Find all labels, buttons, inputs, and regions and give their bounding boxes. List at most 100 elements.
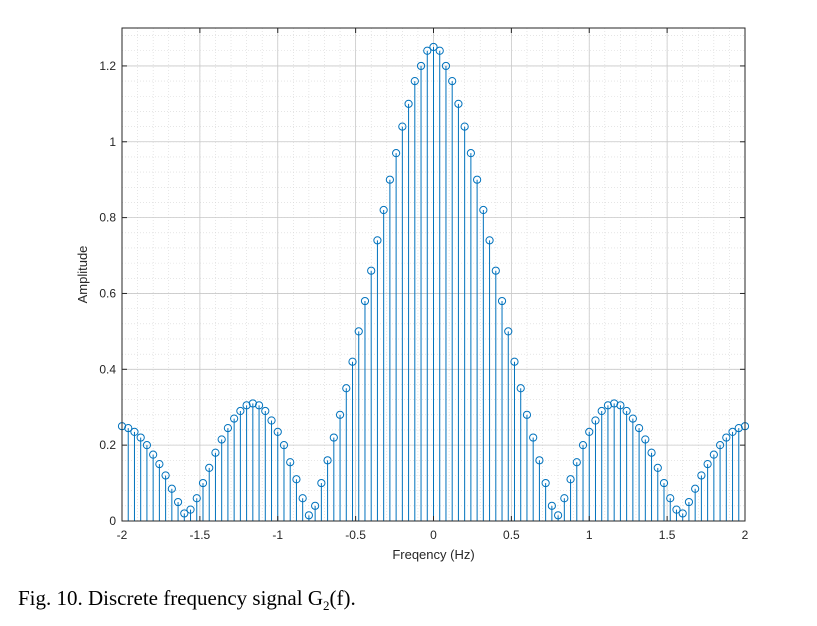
stem-marker (510, 357, 519, 366)
stem-marker (653, 463, 662, 473)
stem-marker (466, 149, 475, 158)
figure-caption: Fig. 10. Discrete frequency signal G2(f)… (18, 586, 356, 614)
stem-marker (211, 448, 220, 457)
stem-marker (497, 296, 507, 306)
stem-marker (454, 99, 463, 108)
stem-marker (585, 427, 594, 436)
stem-marker (298, 494, 307, 503)
stem-marker (304, 511, 313, 520)
x-tick-label: 0.5 (503, 528, 520, 542)
stem-marker (404, 99, 413, 108)
stem-marker (335, 410, 345, 419)
stem-marker (329, 433, 338, 442)
stem-marker (267, 416, 276, 425)
stem-marker (354, 327, 363, 336)
stem-marker (672, 505, 681, 514)
stem-marker (348, 357, 357, 366)
y-tick-label: 1 (109, 135, 116, 149)
stem-marker (572, 458, 581, 467)
stem-marker (441, 61, 451, 71)
stem-marker (709, 450, 718, 459)
stem-marker (167, 484, 176, 493)
stem-marker (416, 61, 426, 71)
stem-marker (566, 475, 575, 484)
stem-marker (205, 463, 214, 473)
y-tick-label: 0.2 (99, 438, 116, 452)
stem-marker (124, 423, 133, 433)
stem-marker (634, 423, 644, 433)
stem-marker (360, 296, 370, 306)
stem-marker (597, 406, 606, 416)
stem-marker (610, 399, 619, 408)
stem-marker (641, 435, 650, 444)
x-tick-label: 1 (586, 528, 593, 542)
stem-marker (734, 423, 743, 433)
stem-marker (659, 478, 669, 488)
stem-marker (473, 175, 482, 184)
stem-marker (311, 501, 320, 510)
stem-marker (392, 149, 401, 158)
caption-subscript: 2 (323, 598, 330, 614)
stem-marker (367, 266, 376, 275)
stem-marker (136, 433, 145, 442)
x-tick-label: 0 (430, 528, 437, 542)
stem-marker (435, 46, 444, 55)
stem-marker (261, 406, 270, 416)
stem-marker (342, 384, 351, 393)
stem-marker (535, 456, 544, 465)
stem-marker (217, 435, 226, 444)
x-tick-label: 2 (742, 528, 749, 542)
stem-marker (697, 471, 706, 480)
stem-marker (142, 441, 152, 450)
stem-marker (504, 327, 513, 336)
stem-marker (703, 460, 712, 469)
stem-marker (541, 478, 550, 488)
stem-marker (236, 406, 245, 416)
stem-marker (242, 401, 251, 410)
stem-marker (323, 456, 332, 465)
y-tick-label: 0.6 (99, 286, 116, 300)
stem-marker (161, 471, 170, 480)
stem-marker (516, 384, 525, 393)
stem-marker (317, 478, 326, 488)
stem-marker (186, 505, 195, 514)
x-tick-label: -2 (117, 528, 128, 542)
stem-marker (479, 205, 488, 215)
caption-suffix: (f). (329, 586, 356, 610)
stem-marker (547, 501, 556, 510)
stem-marker (628, 414, 637, 423)
stem-chart: -2 -1.5 -1 -0.5 0 0.5 1 1.5 2 0 0.2 0.4 0.6 0.8 1 1.2 F… (75, 27, 750, 562)
stem-marker (491, 266, 500, 275)
stem-series (117, 42, 750, 521)
x-axis-label: Freqency (Hz) (392, 547, 474, 562)
stem-marker (385, 175, 394, 184)
stem-marker (722, 433, 731, 442)
stem-marker (578, 441, 588, 450)
stem-marker (616, 401, 625, 410)
stem-marker (373, 236, 382, 245)
stem-marker (248, 399, 257, 408)
stem-marker (198, 478, 208, 488)
stem-marker (429, 42, 438, 52)
stem-marker (423, 46, 432, 55)
stem-marker (223, 423, 233, 433)
stem-marker (448, 76, 457, 86)
y-tick-label: 0 (109, 514, 116, 528)
stem-marker (678, 509, 687, 518)
stem-marker (149, 450, 158, 459)
stem-marker (485, 236, 494, 245)
y-tick-label: 1.2 (99, 59, 116, 73)
y-tick-label: 0.8 (99, 211, 116, 225)
stem-marker (622, 406, 631, 416)
stem-marker (155, 460, 164, 469)
stem-marker (130, 427, 139, 436)
y-axis-label: Amplitude (75, 246, 90, 304)
y-tick-label: 0.4 (99, 362, 116, 376)
stem-marker (522, 410, 532, 419)
stem-marker (286, 458, 295, 467)
stem-marker (728, 427, 737, 436)
stem-marker (715, 441, 725, 450)
stem-marker (292, 475, 301, 484)
stem-marker (460, 122, 469, 131)
stem-marker (666, 494, 675, 503)
